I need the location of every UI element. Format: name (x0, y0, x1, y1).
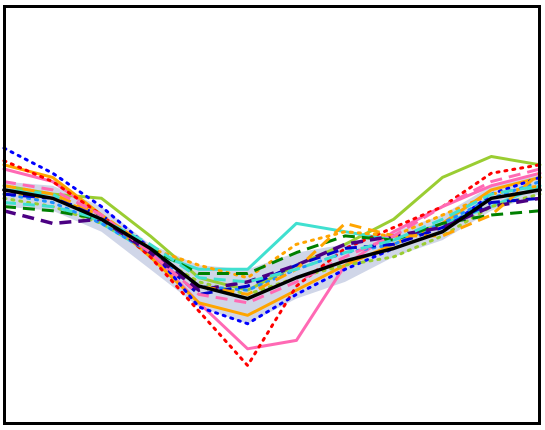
series-layer (2, 146, 542, 367)
series-line-16 (3, 184, 541, 284)
series-line-10 (2, 180, 542, 292)
series-line-7 (2, 146, 542, 326)
series-line-15 (3, 167, 541, 305)
series-line-11 (3, 205, 541, 275)
series-line-6 (2, 159, 542, 367)
series-line-1 (2, 188, 542, 301)
series-line-2 (2, 155, 542, 292)
series-line-14 (3, 172, 541, 296)
series-line-5 (2, 163, 542, 317)
plot-frame (3, 5, 541, 425)
series-line-8 (2, 184, 542, 280)
